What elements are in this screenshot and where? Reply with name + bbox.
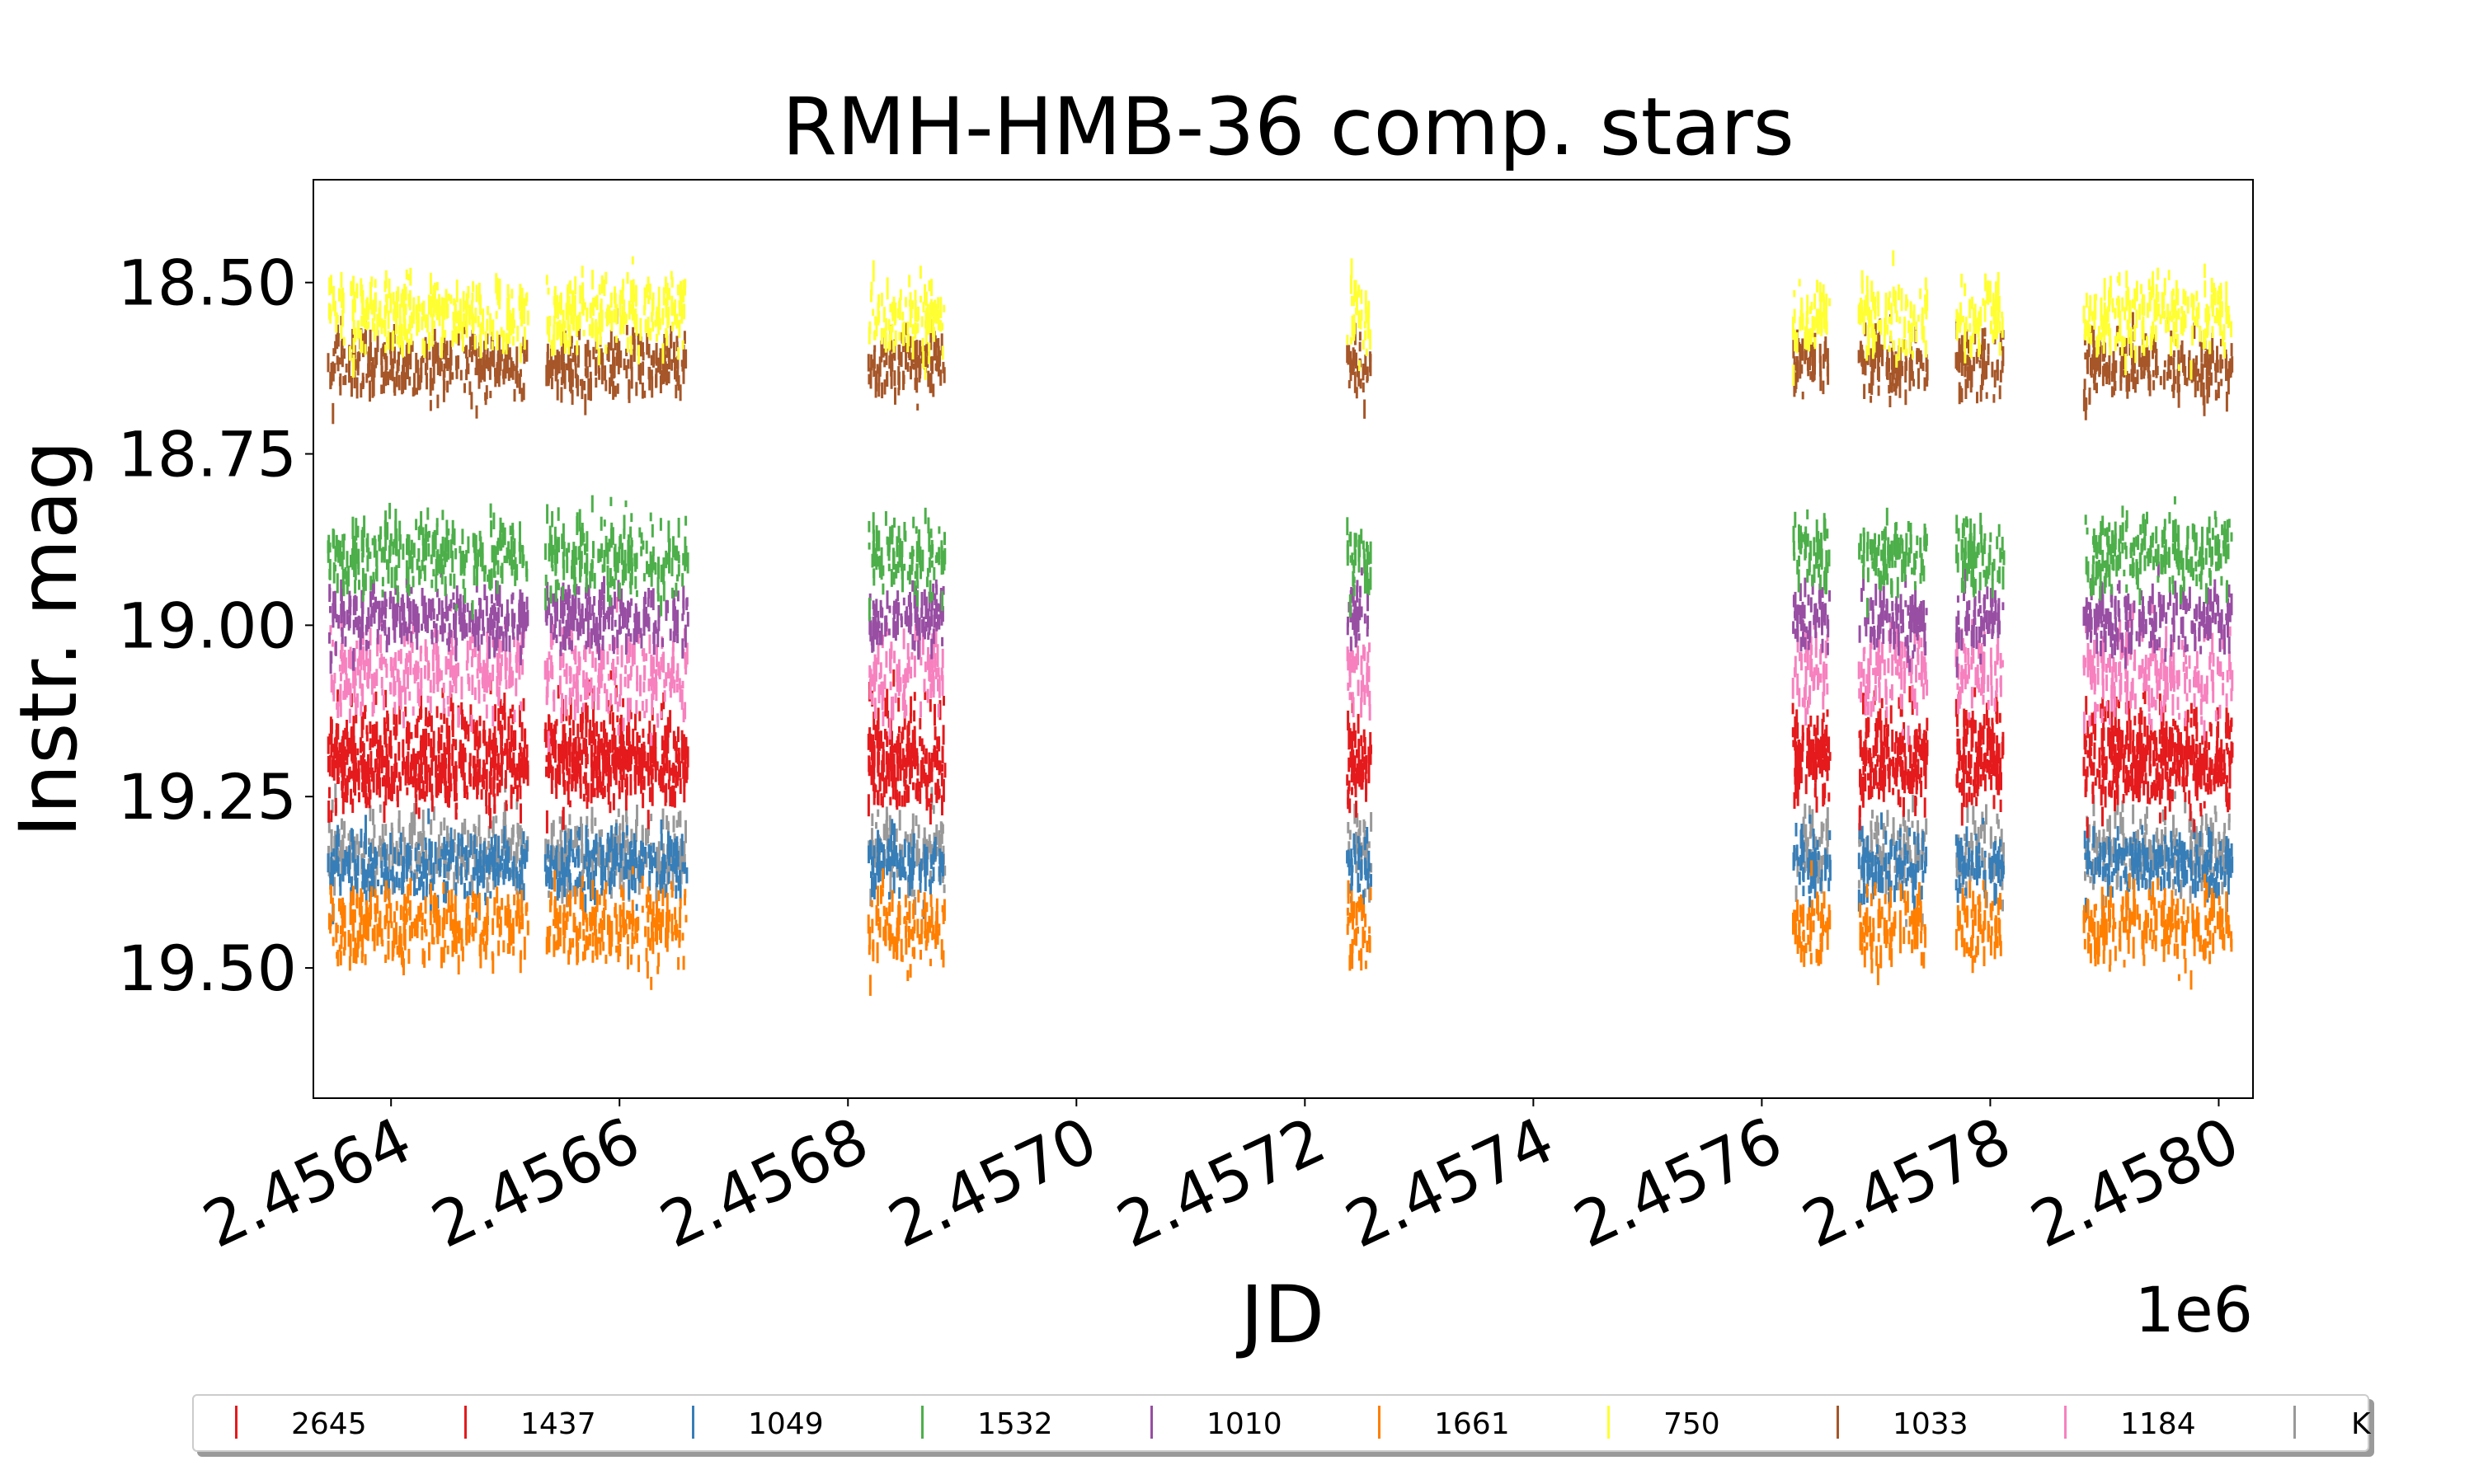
chart-title: RMH-HMB-36 comp. stars — [782, 81, 1794, 173]
series-1661 — [327, 860, 2233, 996]
data-points — [327, 250, 2234, 996]
series-1049 — [327, 808, 2234, 925]
